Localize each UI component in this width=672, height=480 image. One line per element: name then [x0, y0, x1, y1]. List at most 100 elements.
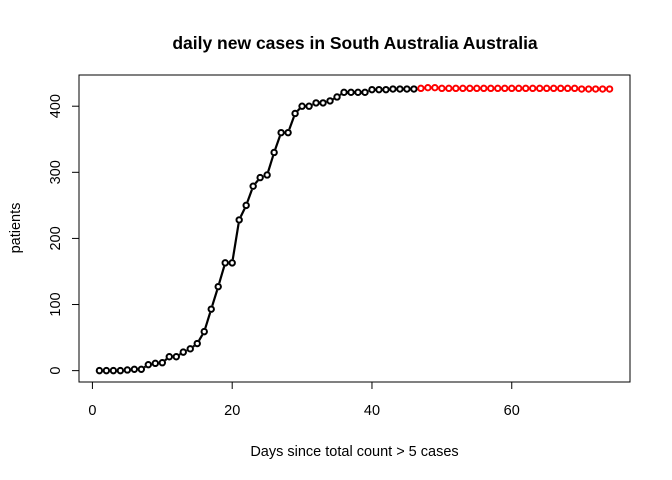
x-tick-label: 40	[364, 403, 380, 419]
data-point	[542, 84, 551, 93]
data-point	[529, 84, 537, 93]
series-line-segment	[231, 223, 240, 260]
data-point	[123, 366, 132, 374]
data-point	[95, 366, 104, 375]
data-point	[340, 88, 348, 97]
data-point	[438, 84, 446, 93]
data-point	[200, 327, 208, 336]
series-line-segment	[288, 116, 295, 130]
data-point	[389, 85, 397, 93]
data-point	[473, 84, 481, 93]
series-2	[417, 83, 614, 93]
data-point	[368, 85, 376, 94]
data-point	[396, 85, 404, 93]
data-point	[116, 366, 125, 375]
data-point	[326, 97, 334, 105]
series-line-segment	[296, 108, 301, 112]
data-point	[277, 128, 285, 137]
y-tick-label: 0	[48, 367, 64, 375]
data-point	[584, 85, 593, 93]
y-tick-label: 300	[48, 160, 64, 184]
data-point	[221, 259, 229, 267]
y-axis-ticks: 0 100 200 300 400	[48, 94, 79, 375]
data-point	[515, 84, 523, 93]
series-line-segment	[246, 189, 253, 203]
data-point	[445, 84, 453, 93]
data-point	[536, 84, 544, 93]
data-point	[319, 99, 327, 107]
data-point	[228, 259, 236, 267]
series-line-segment	[143, 365, 146, 369]
data-point	[312, 99, 320, 107]
data-point	[403, 85, 411, 93]
data-point	[563, 84, 572, 93]
x-tick-label: 60	[504, 403, 520, 419]
data-point	[137, 365, 146, 374]
series-line-segment	[178, 353, 181, 356]
data-point	[487, 84, 495, 93]
y-tick-label: 400	[48, 94, 64, 118]
data-point	[172, 353, 180, 361]
data-point	[410, 85, 418, 93]
data-point	[235, 216, 243, 224]
series-line-segment	[218, 266, 226, 284]
data-point	[333, 93, 341, 101]
y-tick-label: 200	[48, 226, 64, 250]
data-point	[431, 83, 439, 92]
data-point	[577, 85, 586, 93]
data-point	[214, 282, 222, 291]
series-line-segment	[204, 312, 212, 329]
x-axis-label: Days since total count > 5 cases	[250, 444, 458, 460]
data-point	[605, 85, 614, 93]
data-point	[151, 359, 160, 368]
data-point	[480, 84, 488, 93]
data-point	[284, 128, 292, 137]
data-point	[158, 358, 167, 367]
series-line-segment	[267, 155, 275, 172]
y-axis-label: patients	[8, 203, 24, 254]
data-point	[165, 353, 173, 361]
data-point	[207, 305, 215, 313]
data-point	[494, 84, 502, 93]
plot-box	[78, 74, 631, 383]
data-point	[354, 88, 362, 97]
data-point	[130, 365, 139, 374]
series-line-segment	[254, 179, 259, 185]
y-tick-label: 100	[48, 292, 64, 316]
x-axis-ticks: 0 20 40 60	[88, 382, 520, 419]
data-point	[459, 84, 467, 93]
data-series	[95, 83, 614, 375]
data-point	[242, 201, 250, 210]
data-point	[179, 348, 187, 356]
data-point	[361, 88, 369, 97]
data-point	[375, 85, 383, 94]
data-point	[102, 366, 111, 375]
series-line-segment	[274, 135, 281, 150]
series-line-segment	[164, 358, 168, 362]
data-point	[263, 171, 271, 179]
data-point	[382, 85, 390, 94]
data-point	[424, 83, 432, 92]
data-point	[570, 84, 579, 93]
data-point	[598, 85, 607, 93]
series-line-segment	[198, 334, 204, 341]
data-point	[144, 360, 153, 369]
data-point	[522, 84, 530, 93]
series-line-segment	[192, 344, 196, 348]
x-tick-label: 0	[88, 403, 96, 419]
data-point	[270, 148, 278, 157]
data-point	[501, 84, 509, 93]
data-point	[417, 84, 425, 93]
data-point	[549, 84, 558, 93]
series-1	[95, 85, 418, 375]
data-point	[249, 182, 257, 190]
series-line-segment	[211, 289, 219, 307]
x-tick-label: 20	[224, 403, 240, 419]
data-point	[452, 84, 460, 93]
series-line-segment	[239, 208, 246, 218]
data-point	[186, 345, 194, 353]
data-point	[109, 366, 118, 375]
data-point	[298, 102, 306, 110]
data-point	[347, 88, 355, 97]
